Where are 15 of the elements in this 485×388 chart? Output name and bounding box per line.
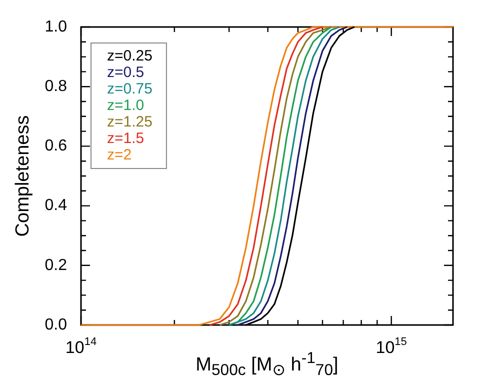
y-tick-label: 0.8 bbox=[44, 78, 68, 96]
text: z=1.5 bbox=[107, 130, 144, 147]
y-axis-title: Completeness bbox=[12, 115, 34, 237]
text: z=0.75 bbox=[107, 80, 152, 98]
text: z=1.0 bbox=[107, 96, 144, 114]
text: z=1.25 bbox=[107, 113, 152, 130]
y-tick-label: 0.4 bbox=[44, 197, 68, 214]
text: z=2 bbox=[107, 146, 132, 164]
y-tick-label: 0.0 bbox=[44, 316, 68, 334]
y-tick-label: 0.6 bbox=[44, 138, 68, 155]
y-tick-label: 0.2 bbox=[44, 256, 68, 274]
text: z=0.25 bbox=[107, 47, 152, 64]
x-axis-title: M$_{500c}$ [M$_{⊙}$ h$^{-1}$$_{70}$] bbox=[196, 350, 338, 380]
text: z=0.5 bbox=[107, 64, 144, 81]
y-tick-label: 1.0 bbox=[44, 18, 68, 36]
